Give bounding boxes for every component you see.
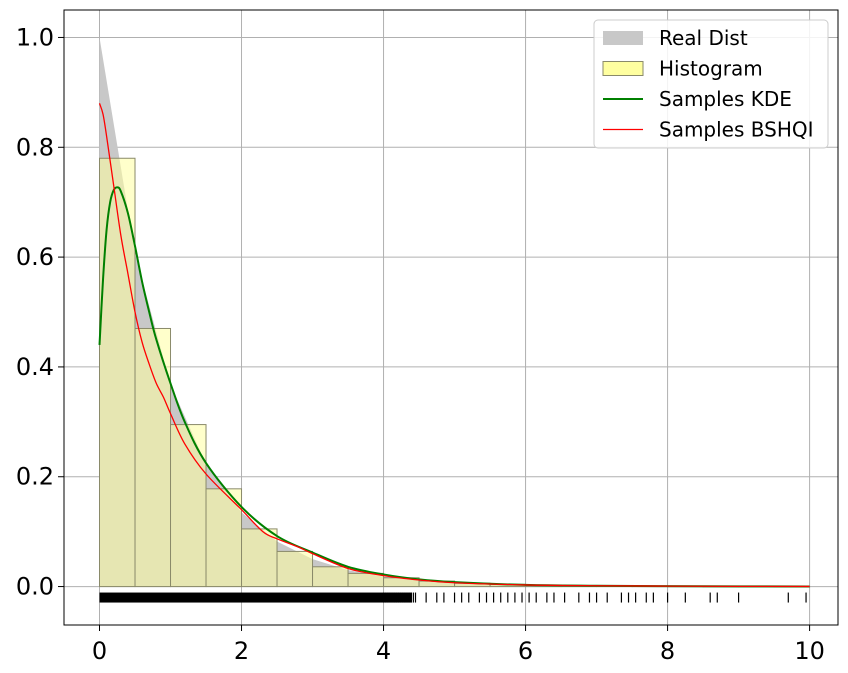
legend: Real Dist Histogram Samples KDE Samples BSH… [593,19,829,149]
y-tick-label-4: 0.8 [16,133,54,161]
histogram-bar-5 [276,550,314,588]
legend-swatch-real-dist [603,31,643,45]
y-tick-label-5: 1.0 [16,23,54,51]
x-tick-label-1: 2 [234,637,249,665]
x-tick-label-2: 4 [376,637,391,665]
histogram-bar-0 [99,157,136,588]
x-axis-ticks: 0 2 4 6 8 10 [92,625,825,665]
x-tick-label-4: 8 [660,637,675,665]
legend-swatch-histogram [602,61,644,76]
histogram-bar-6 [312,566,349,588]
x-tick-label-0: 0 [92,637,107,665]
plot-frame [63,9,839,626]
x-tick-label-3: 6 [518,637,533,665]
legend-box [593,19,829,149]
legend-label-2: Samples KDE [659,87,792,111]
histogram-bar-3 [205,488,243,588]
legend-label-0: Real Dist [659,26,748,50]
y-tick-label-0: 0.0 [16,573,54,601]
rug-dense-band [99,592,412,603]
legend-label-1: Histogram [659,57,763,81]
y-tick-label-1: 0.2 [16,463,54,491]
bshqi-line [98,103,810,588]
rug-layer [99,592,807,603]
bshqi-line-layer [98,103,810,588]
histogram-layer [99,157,811,588]
y-tick-label-2: 0.4 [16,353,54,381]
y-tick-label-3: 0.6 [16,243,54,271]
histogram-bar-4 [241,528,278,588]
x-tick-label-5: 10 [794,637,825,665]
y-axis-ticks: 0.0 0.2 0.4 0.6 0.8 1.0 [16,23,64,601]
legend-label-3: Samples BSHQI [659,118,814,142]
